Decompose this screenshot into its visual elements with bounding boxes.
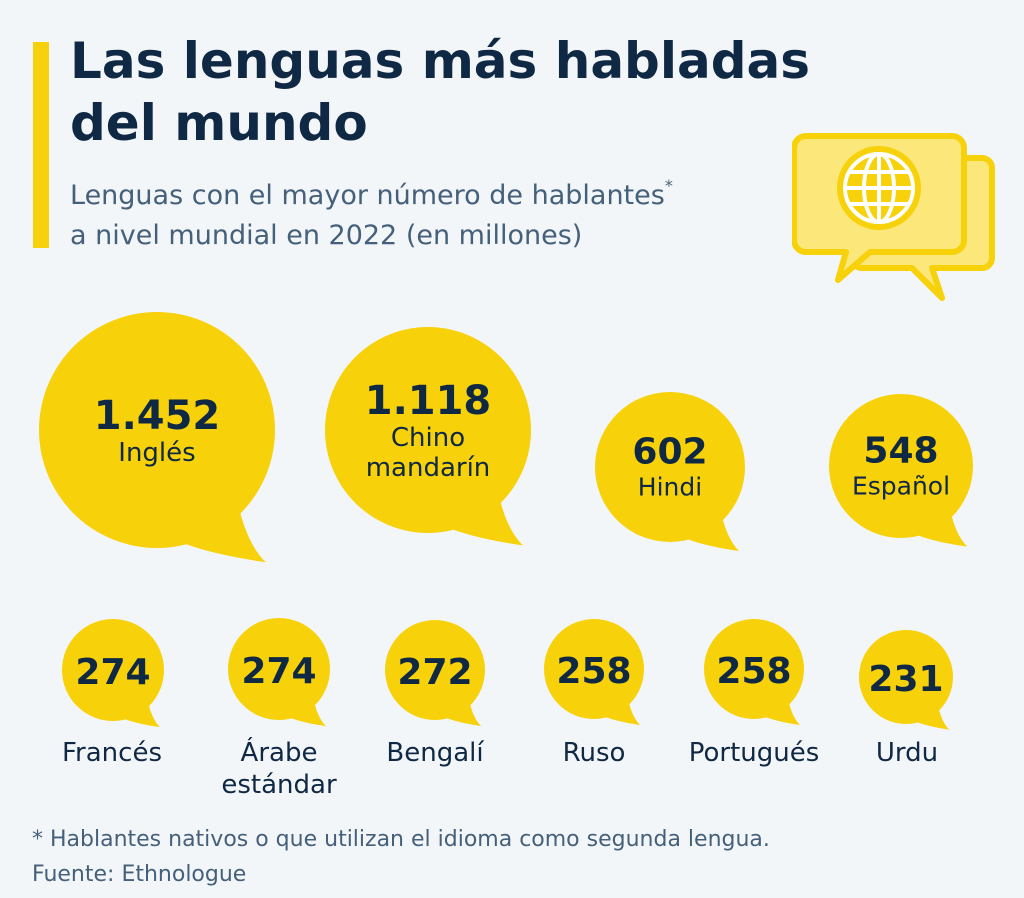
subtitle-footnote-marker: * bbox=[664, 176, 673, 195]
bubble-6: 272 Bengalí bbox=[385, 620, 485, 768]
bubble-value: 274 bbox=[241, 651, 316, 692]
page-title: Las lenguas más habladas del mundo bbox=[70, 32, 811, 152]
bubble-label: Hindi bbox=[638, 473, 702, 502]
bubble-label: Árabe bbox=[241, 736, 318, 768]
bubble-value: 231 bbox=[868, 659, 943, 700]
bubble-8: 258 Portugués bbox=[689, 619, 820, 768]
bubble-tail bbox=[918, 516, 968, 547]
bubble-value: 602 bbox=[632, 432, 707, 473]
bubble-value: 272 bbox=[397, 652, 472, 693]
bubble-value: 548 bbox=[863, 431, 938, 472]
bubble-circle bbox=[704, 619, 804, 719]
bubble-7: 258 Ruso bbox=[544, 619, 644, 768]
bubble-tail bbox=[766, 704, 800, 725]
bubble-circle bbox=[325, 327, 531, 533]
subtitle: Lenguas con el mayor número de hablantes… bbox=[70, 176, 790, 256]
bubble-label: mandarín bbox=[366, 453, 491, 483]
bubble-tail bbox=[606, 704, 640, 725]
bubble-value: 1.118 bbox=[365, 378, 492, 424]
bubble-label: Portugués bbox=[689, 738, 820, 768]
speech-bubble-globe-icon bbox=[792, 133, 995, 301]
bubble-label: Chino bbox=[391, 423, 465, 453]
bubble-label: Inglés bbox=[118, 438, 195, 468]
bubble-label: estándar bbox=[221, 770, 337, 800]
bubble-tail bbox=[291, 705, 326, 727]
bubble-tail bbox=[125, 706, 160, 728]
bubble-tail bbox=[447, 705, 481, 726]
bubble-value: 258 bbox=[556, 651, 631, 692]
bubble-circle bbox=[544, 619, 644, 719]
bubble-tail bbox=[186, 513, 266, 563]
bubble-4: 274 Francés bbox=[62, 619, 164, 768]
bubble-label: Bengalí bbox=[386, 738, 484, 768]
subtitle-line-1: Lenguas con el mayor número de hablantes bbox=[70, 180, 665, 211]
bubble-tail bbox=[917, 710, 950, 730]
bubble-circle bbox=[595, 392, 745, 542]
bubble-label: Español bbox=[852, 472, 950, 501]
bubble-circle bbox=[62, 619, 164, 721]
bubble-value: 258 bbox=[716, 651, 791, 692]
subtitle-line-2: a nivel mundial en 2022 (en millones) bbox=[70, 220, 583, 251]
bubble-value: 1.452 bbox=[94, 393, 221, 439]
bubble-circle bbox=[385, 620, 485, 720]
bubble-circle bbox=[39, 312, 275, 548]
title-accent-bar bbox=[33, 42, 49, 248]
bubble-value: 274 bbox=[75, 652, 150, 693]
bubble-tail bbox=[453, 502, 523, 546]
bubble-label: Francés bbox=[62, 738, 162, 768]
bubble-9: 231 Urdu bbox=[859, 630, 953, 768]
footnote: * Hablantes nativos o que utilizan el id… bbox=[32, 827, 770, 852]
bubble-label: Urdu bbox=[876, 738, 938, 768]
bubble-circle bbox=[829, 394, 973, 538]
bubble-label: Ruso bbox=[563, 738, 626, 768]
bubble-tail bbox=[688, 520, 739, 551]
bubble-circle bbox=[228, 618, 330, 720]
bubble-circle bbox=[859, 630, 953, 724]
source: Fuente: Ethnologue bbox=[32, 862, 247, 887]
